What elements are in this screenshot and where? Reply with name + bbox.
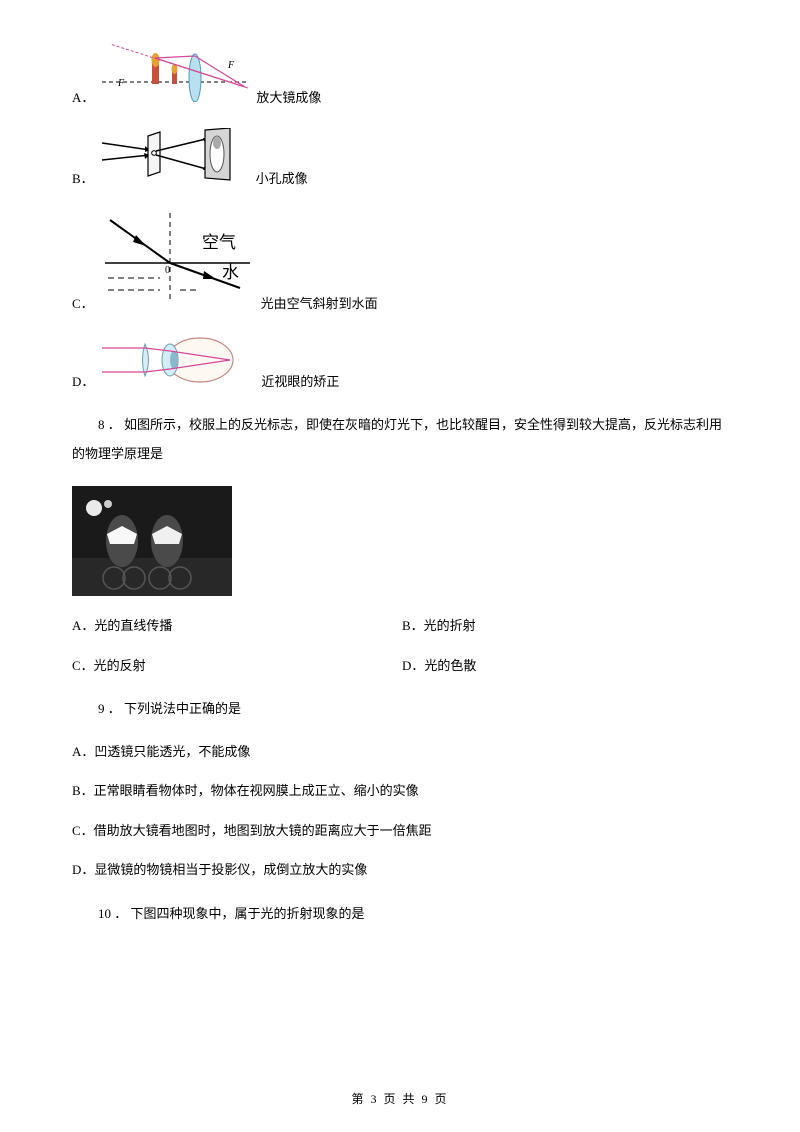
- svg-text:水: 水: [222, 263, 239, 282]
- q8-row1: A．光的直线传播 B．光的折射: [72, 616, 728, 636]
- q9-option-d: D．显微镜的物镜相当于投影仪，成倒立放大的实像: [72, 860, 728, 880]
- option-a-row: A． F F 放大镜成像: [72, 42, 728, 108]
- option-d-text: 近视眼的矫正: [261, 372, 339, 392]
- option-a-label: A．: [72, 88, 94, 108]
- option-c-label: C．: [72, 294, 94, 314]
- option-b-row: B． 小孔成像: [72, 128, 728, 189]
- option-b-text: 小孔成像: [256, 169, 308, 189]
- q9-option-a: A．凹透镜只能透光，不能成像: [72, 742, 728, 762]
- svg-text:F: F: [227, 60, 235, 71]
- svg-text:F: F: [117, 78, 125, 89]
- question-10-text: 下图四种现象中，属于光的折射现象的是: [131, 906, 365, 921]
- option-b-label: B．: [72, 169, 94, 189]
- q8-option-a: A．光的直线传播: [72, 616, 402, 636]
- q8-option-b: B．光的折射: [402, 616, 728, 636]
- question-8-text: 如图所示，校服上的反光标志，即使在灰暗的灯光下，也比较醒目，安全性得到较大提高，…: [72, 417, 722, 461]
- q9-option-c: C．借助放大镜看地图时，地图到放大镜的距离应大于一倍焦距: [72, 821, 728, 841]
- question-8: 8 ． 如图所示，校服上的反光标志，即使在灰暗的灯光下，也比较醒目，安全性得到较…: [72, 411, 728, 468]
- q8-row2: C．光的反射 D．光的色散: [72, 656, 728, 676]
- question-10: 10 ． 下图四种现象中，属于光的折射现象的是: [72, 900, 728, 929]
- question-9-number: 9 ．: [98, 701, 121, 716]
- question-9-text: 下列说法中正确的是: [124, 701, 241, 716]
- question-9: 9 ． 下列说法中正确的是: [72, 695, 728, 724]
- question-10-number: 10 ．: [98, 906, 127, 921]
- question-8-photo: [72, 486, 232, 596]
- option-d-label: D．: [72, 372, 94, 392]
- q9-option-b: B．正常眼睛看物体时，物体在视网膜上成正立、缩小的实像: [72, 781, 728, 801]
- q8-option-c: C．光的反射: [72, 656, 402, 676]
- q8-option-d: D．光的色散: [402, 656, 728, 676]
- option-b-diagram: [100, 128, 250, 189]
- option-a-text: 放大镜成像: [256, 88, 321, 108]
- page-footer: 第 3 页 共 9 页: [0, 1090, 800, 1108]
- option-d-row: D． 近视眼的矫正: [72, 334, 728, 392]
- svg-text:0: 0: [165, 265, 170, 276]
- option-c-text: 光由空气斜射到水面: [261, 294, 378, 314]
- option-d-diagram: [100, 334, 255, 392]
- option-c-row: C． 0 空气 水 光由空气斜射到水面: [72, 208, 728, 314]
- option-c-diagram: 0 空气 水: [100, 208, 255, 314]
- option-a-diagram: F F: [100, 42, 250, 108]
- svg-text:空气: 空气: [202, 233, 236, 252]
- question-8-number: 8 ．: [98, 417, 121, 432]
